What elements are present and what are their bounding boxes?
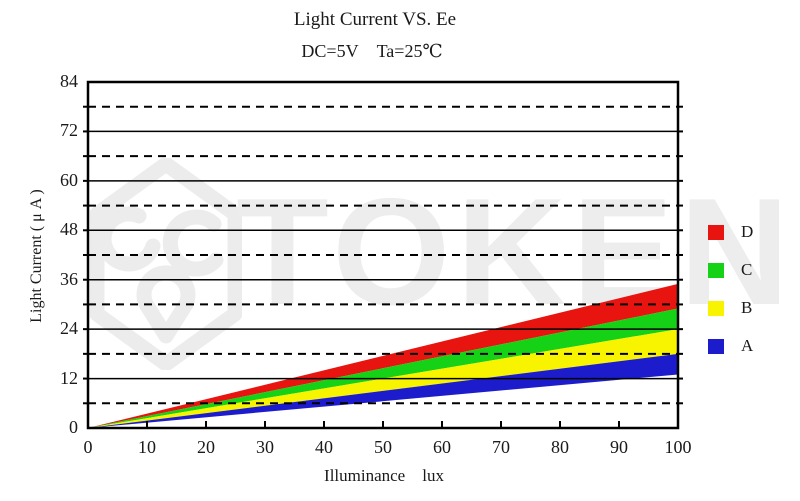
legend-label: B	[741, 298, 753, 317]
x-tick-label: 100	[664, 437, 692, 457]
y-tick-label: 60	[60, 169, 78, 190]
x-tick-label: 20	[197, 437, 215, 457]
legend-label: D	[741, 222, 754, 241]
x-tick-label: 10	[138, 437, 156, 457]
y-tick-label: 12	[60, 367, 78, 388]
x-axis-title: Illuminance lux	[324, 466, 444, 485]
band-A	[88, 353, 678, 428]
legend-label: A	[741, 336, 754, 355]
x-tick-label: 40	[315, 437, 333, 457]
legend-item-D: D	[708, 222, 754, 241]
band-D	[88, 283, 678, 428]
chart-subtitle: DC=5V Ta=25℃	[301, 41, 443, 61]
legend-swatch	[708, 262, 724, 278]
chart-title: Light Current VS. Ee	[293, 9, 457, 30]
band-B	[88, 329, 678, 428]
legend-swatch	[708, 300, 724, 316]
x-tick-label: 70	[492, 437, 510, 457]
legend-swatch	[708, 338, 724, 354]
y-tick-label: 36	[60, 268, 78, 289]
legend-label: C	[741, 260, 753, 279]
y-tick-label: 72	[60, 120, 78, 141]
y-tick-label: 24	[60, 318, 78, 339]
legend-item-A: A	[708, 336, 754, 355]
x-tick-label: 50	[374, 437, 392, 457]
x-tick-label: 0	[83, 437, 93, 457]
x-tick-label: 80	[551, 437, 569, 457]
y-tick-label: 84	[60, 71, 78, 91]
legend-item-C: C	[708, 260, 753, 279]
x-tick-label: 60	[433, 437, 451, 457]
x-tick-label: 90	[610, 437, 628, 457]
legend-swatch	[708, 224, 724, 240]
x-tick-label: 30	[256, 437, 274, 457]
legend-item-B: B	[708, 298, 753, 317]
band-C	[88, 308, 678, 428]
y-tick-label: 0	[69, 417, 78, 437]
y-tick-label: 48	[60, 219, 78, 240]
